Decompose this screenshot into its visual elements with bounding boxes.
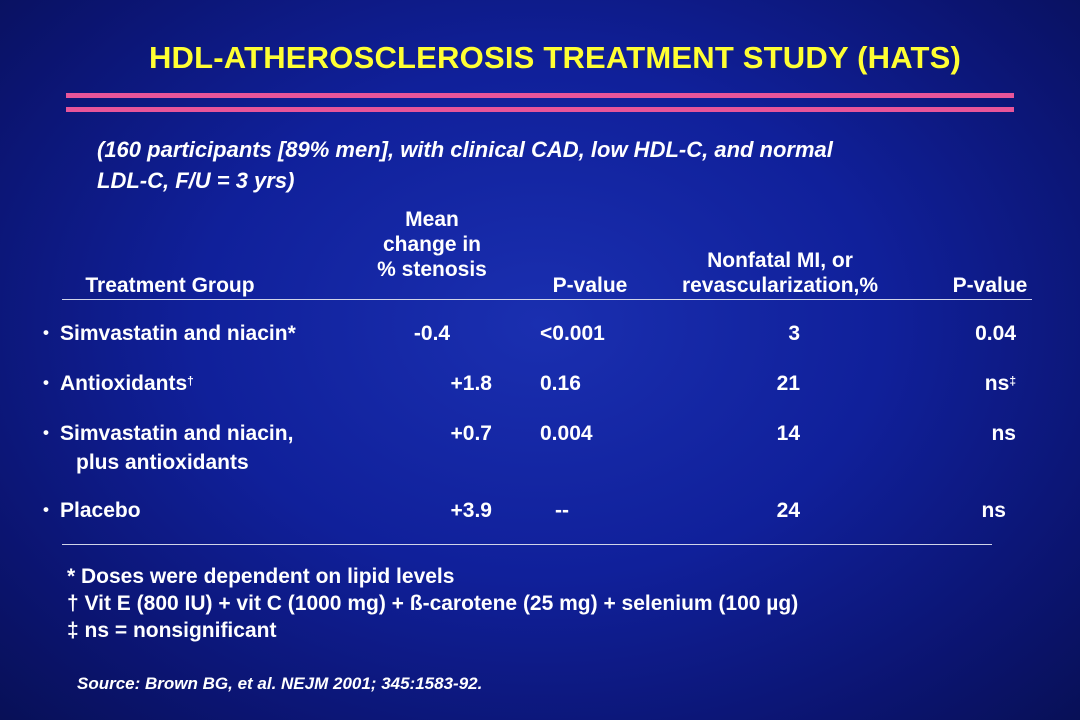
bullet-icon: • — [43, 323, 49, 342]
bullet-icon: • — [43, 500, 49, 519]
slide-title: HDL-ATHEROSCLEROSIS TREATMENT STUDY (HAT… — [148, 40, 962, 75]
study-description: (160 participants [89% men], with clinic… — [97, 134, 1027, 196]
row-pvalue-2: ns — [991, 422, 1016, 445]
header-mean-change-line2: change in — [382, 233, 482, 256]
footnote-doses: * Doses were dependent on lipid levels — [67, 565, 455, 588]
row-pvalue-2-footnote-mark: ‡ — [1009, 374, 1016, 388]
row-change: +1.8 — [372, 369, 492, 398]
footnotes: * Doses were dependent on lipid levels †… — [67, 563, 798, 644]
row-events: 24 — [776, 499, 800, 522]
row-change: -0.4 — [413, 322, 451, 345]
row-change-value: +0.7 — [450, 422, 492, 445]
row-group-footnote-mark: † — [187, 374, 194, 388]
row-pvalue-2: 0.04 — [975, 322, 1016, 345]
table-bottom-divider — [62, 544, 992, 545]
bullet-icon: • — [43, 423, 49, 442]
row-change-value: +3.9 — [450, 499, 492, 522]
study-description-line2: LDL-C, F/U = 3 yrs) — [97, 168, 295, 193]
row-events: 3 — [788, 322, 800, 345]
row-pvalue-1: 0.16 — [540, 372, 581, 395]
row-events: 21 — [776, 372, 800, 395]
row-group: Simvastatin and niacin, — [60, 422, 294, 445]
header-mean-change-line3: % stenosis — [377, 258, 487, 281]
row-pvalue-1: <0.001 — [540, 322, 605, 345]
header-pvalue-2: P-value — [952, 274, 1028, 297]
header-events-line1: Nonfatal MI, or — [707, 249, 853, 272]
title-underline-top — [66, 93, 1014, 98]
row-events: 14 — [776, 422, 800, 445]
row-pvalue-1: -- — [555, 499, 569, 522]
row-group-text: Antioxidants — [60, 372, 188, 395]
header-treatment-group: Treatment Group — [85, 274, 255, 297]
footnote-ns: ‡ ns = nonsignificant — [67, 619, 277, 642]
row-group: Simvastatin and niacin* — [60, 322, 296, 345]
title-underline-bottom — [66, 107, 1014, 112]
bullet-icon: • — [43, 373, 49, 392]
row-pvalue-2: ns — [981, 499, 1006, 522]
row-change: +0.7 — [372, 419, 492, 448]
header-mean-change: Mean change in % stenosis — [352, 207, 512, 282]
row-change-value: +1.8 — [450, 372, 492, 395]
row-pvalue-1: 0.004 — [540, 422, 593, 445]
header-pvalue-1: P-value — [552, 274, 628, 297]
header-events-line2: revascularization,% — [681, 274, 879, 297]
header-events: Nonfatal MI, or revascularization,% — [655, 248, 905, 298]
header-divider — [62, 299, 1032, 300]
row-pvalue-2: ns‡ — [920, 369, 1016, 398]
footnote-antioxidants: † Vit E (800 IU) + vit C (1000 mg) + ß-c… — [67, 592, 799, 615]
row-pvalue-2-text: ns — [984, 372, 1010, 395]
source-citation: Source: Brown BG, et al. NEJM 2001; 345:… — [77, 674, 483, 693]
row-group: Placebo — [60, 499, 141, 522]
study-description-line1: (160 participants [89% men], with clinic… — [97, 137, 833, 162]
row-group-line2: plus antioxidants — [76, 451, 249, 474]
row-group: Antioxidants† — [60, 369, 194, 398]
row-change: +3.9 — [372, 496, 492, 525]
header-mean-change-line1: Mean — [405, 208, 459, 231]
